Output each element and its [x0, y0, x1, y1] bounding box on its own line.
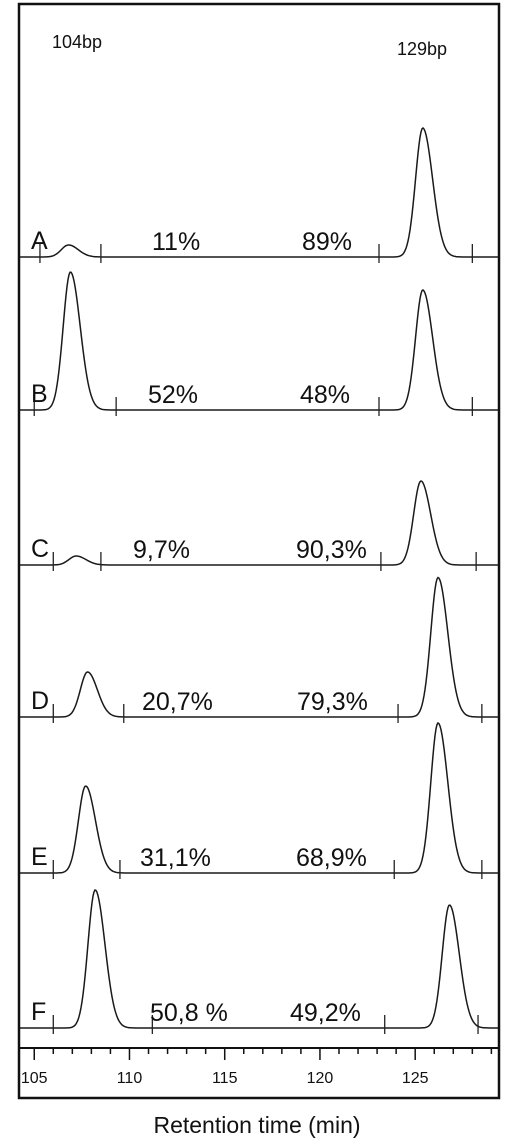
percent-104bp-e: 31,1% — [140, 844, 211, 872]
trace-label-f: F — [31, 998, 46, 1026]
trace-line-c — [20, 480, 498, 566]
trace-line-e — [20, 721, 498, 874]
trace-d: D 20,7% 79,3% — [20, 576, 498, 723]
x-tick-label-125: 125 — [402, 1070, 429, 1087]
trace-label-b: B — [31, 380, 48, 408]
x-tick-label-120: 120 — [307, 1070, 334, 1087]
percent-104bp-d: 20,7% — [142, 688, 213, 716]
x-tick-label-115: 115 — [212, 1070, 238, 1087]
percent-104bp-b: 52% — [148, 381, 198, 409]
trace-e: E 31,1% 68,9% — [20, 721, 498, 879]
percent-104bp-c: 9,7% — [133, 536, 190, 564]
trace-line-b — [20, 271, 498, 411]
trace-line-a — [20, 126, 498, 258]
x-tick-label-105: 105 — [21, 1070, 48, 1087]
trace-label-a: A — [31, 227, 48, 255]
trace-label-c: C — [31, 535, 49, 563]
percent-129bp-c: 90,3% — [296, 536, 367, 564]
percent-104bp-a: 11% — [152, 228, 200, 256]
x-axis-label: Retention time (min) — [153, 1112, 360, 1138]
traces-group: A 11% 89% B 52% 48% C 9,7% 90,3% D 20,7% 79,3% E 31,1… — [20, 126, 498, 1034]
x-ticks-group: 105 110 115 120 125 — [21, 1048, 493, 1087]
percent-129bp-a: 89% — [302, 228, 352, 256]
trace-line-f — [20, 889, 498, 1029]
peak-label-129bp: 129bp — [397, 39, 447, 59]
percent-129bp-f: 49,2% — [290, 999, 361, 1027]
trace-label-e: E — [31, 843, 48, 871]
percent-104bp-f: 50,8 % — [150, 999, 228, 1027]
trace-f: F 50,8 % 49,2% — [20, 889, 498, 1034]
x-tick-label-110: 110 — [117, 1070, 143, 1087]
trace-label-d: D — [31, 687, 49, 715]
trace-a: A 11% 89% — [20, 126, 498, 263]
peak-label-104bp: 104bp — [52, 32, 102, 52]
percent-129bp-b: 48% — [300, 381, 350, 409]
percent-129bp-d: 79,3% — [297, 688, 368, 716]
plot-frame — [17, 2, 501, 1100]
trace-line-d — [20, 576, 498, 718]
trace-c: C 9,7% 90,3% — [20, 480, 498, 571]
trace-b: B 52% 48% — [20, 271, 498, 416]
percent-129bp-e: 68,9% — [296, 844, 367, 872]
